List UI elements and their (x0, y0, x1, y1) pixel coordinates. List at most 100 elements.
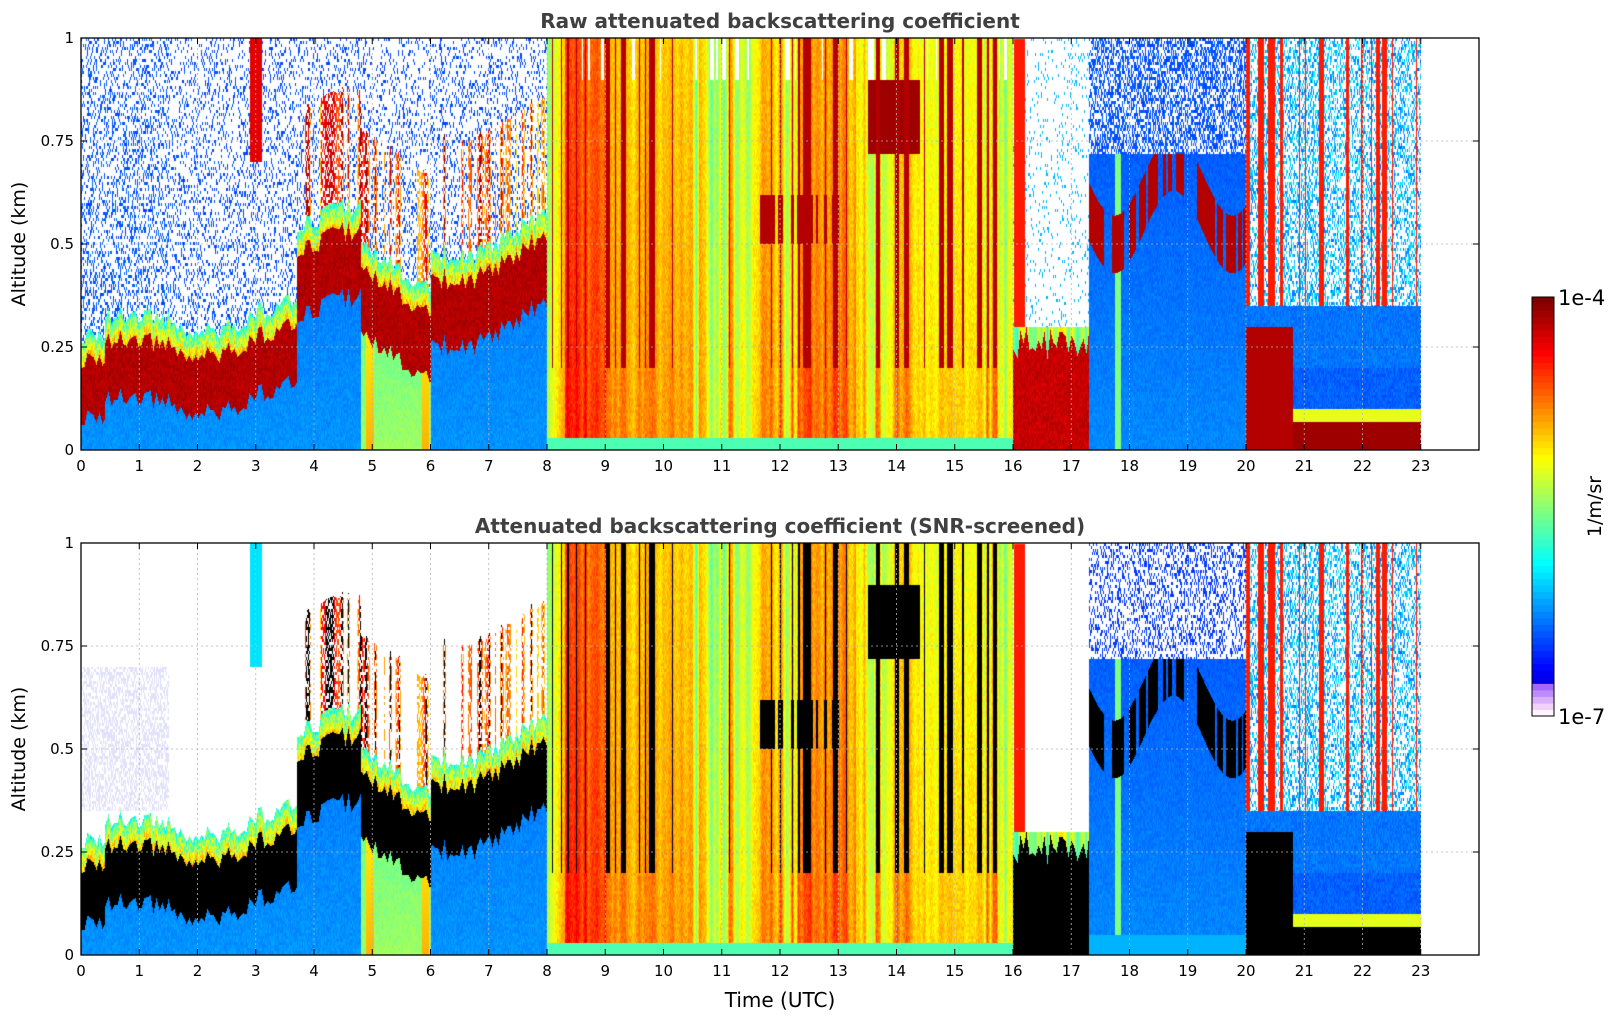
colorbar-swatch (1532, 552, 1554, 560)
x-tick-label: 8 (542, 962, 552, 980)
colorbar-swatch (1532, 526, 1554, 534)
colorbar-swatch (1532, 617, 1554, 625)
colorbar-swatch (1532, 355, 1554, 364)
colorbar-swatch (1532, 342, 1554, 350)
colorbar-swatch (1532, 395, 1554, 403)
x-tick-label: 9 (600, 962, 610, 980)
colorbar-swatch (1532, 480, 1554, 488)
colorbar-swatch (1532, 303, 1554, 311)
colorbar-swatch (1532, 598, 1554, 606)
x-tick-label: 19 (1178, 457, 1197, 475)
chart-title: Raw attenuated backscattering coefficien… (540, 9, 1020, 33)
panel-2: 0 1 2 3 4 5 6 7 8 9 10 11 12 13 14 15 16 17 18 19 20 21 22 2300… (8, 514, 1480, 1012)
y-tick-label: 0.25 (41, 843, 74, 861)
y-axis-label: Altitude (km) (8, 687, 30, 812)
colorbar-min-label: 1e-7 (1558, 705, 1605, 729)
colorbar-swatch (1532, 696, 1554, 704)
colorbar-swatch (1532, 336, 1554, 344)
x-tick-label: 0 (76, 457, 86, 475)
colorbar-swatch (1532, 421, 1554, 429)
colorbar-swatch (1532, 375, 1554, 383)
x-tick-label: 18 (1120, 457, 1139, 475)
colorbar-swatch (1532, 447, 1554, 455)
x-tick-label: 5 (367, 962, 377, 980)
colorbar-swatch (1532, 578, 1554, 586)
colorbar-swatch (1532, 689, 1554, 697)
x-tick-label: 16 (1003, 962, 1022, 980)
x-tick-label: 3 (251, 457, 261, 475)
y-tick-label: 0 (64, 946, 74, 964)
y-tick-label: 1 (64, 29, 74, 47)
colorbar-swatch (1532, 709, 1554, 717)
colorbar-swatch (1532, 408, 1554, 416)
colorbar-swatch (1532, 604, 1554, 612)
colorbar-swatch (1532, 630, 1554, 639)
colorbar-swatch (1532, 591, 1554, 599)
colorbar-swatch (1532, 637, 1554, 645)
x-tick-label: 4 (309, 457, 319, 475)
colorbar-swatch (1532, 702, 1554, 711)
x-tick-label: 11 (712, 457, 731, 475)
x-tick-label: 8 (542, 457, 552, 475)
x-tick-label: 12 (770, 457, 789, 475)
colorbar-swatch (1532, 624, 1554, 632)
colorbar-swatch (1532, 545, 1554, 553)
colorbar-swatch (1532, 513, 1554, 521)
colorbar-swatch (1532, 676, 1554, 684)
colorbar-swatch (1532, 362, 1554, 370)
x-tick-label: 16 (1003, 457, 1022, 475)
y-tick-label: 0.5 (50, 235, 74, 253)
colorbar-swatch (1532, 670, 1554, 678)
colorbar-swatch (1532, 349, 1554, 357)
colorbar-swatch (1532, 460, 1554, 468)
colorbar-swatch (1532, 297, 1554, 305)
colorbar-swatch (1532, 565, 1554, 573)
colorbar-swatch (1532, 558, 1554, 567)
colorbar-swatch (1532, 650, 1554, 658)
x-tick-label: 3 (251, 962, 261, 980)
x-tick-label: 1 (134, 457, 144, 475)
x-tick-label: 19 (1178, 962, 1197, 980)
colorbar-swatch (1532, 473, 1554, 481)
colorbar-swatch (1532, 382, 1554, 390)
y-tick-label: 1 (64, 534, 74, 552)
x-tick-label: 18 (1120, 962, 1139, 980)
x-tick-label: 17 (1062, 457, 1081, 475)
x-tick-label: 9 (600, 457, 610, 475)
x-tick-label: 1 (134, 962, 144, 980)
colorbar-swatch (1532, 427, 1554, 436)
x-tick-label: 21 (1295, 457, 1314, 475)
x-tick-label: 4 (309, 962, 319, 980)
panel-1: 0 1 2 3 4 5 6 7 8 9 10 11 12 13 14 15 16 17 18 19 20 21 22 2300… (8, 9, 1480, 475)
x-tick-label: 15 (945, 962, 964, 980)
colorbar-swatch (1532, 506, 1554, 514)
colorbar-swatch (1532, 683, 1554, 691)
x-tick-label: 14 (887, 962, 906, 980)
x-tick-label: 5 (367, 457, 377, 475)
colorbar-swatch (1532, 539, 1554, 547)
colorbar-swatch (1532, 467, 1554, 475)
y-tick-label: 0 (64, 441, 74, 459)
x-tick-label: 23 (1411, 962, 1430, 980)
colorbar-swatch (1532, 657, 1554, 665)
colorbar-swatch (1532, 414, 1554, 422)
colorbar-swatch (1532, 571, 1554, 580)
x-tick-label: 6 (426, 457, 436, 475)
colorbar-swatch (1532, 585, 1554, 593)
colorbar-swatch (1532, 519, 1554, 527)
colorbar-swatch (1532, 401, 1554, 409)
colorbar-label: 1/m/sr (1584, 476, 1606, 537)
colorbar-swatch (1532, 611, 1554, 619)
colorbar-swatch (1532, 499, 1554, 508)
y-tick-label: 0.5 (50, 740, 74, 758)
x-tick-label: 22 (1353, 457, 1372, 475)
y-tick-label: 0.75 (41, 637, 74, 655)
colorbar-swatch (1532, 369, 1554, 377)
colorbar-swatch (1532, 663, 1554, 671)
x-tick-label: 0 (76, 962, 86, 980)
x-tick-label: 20 (1236, 457, 1255, 475)
x-tick-label: 12 (770, 962, 789, 980)
colorbar-frame (1531, 296, 1555, 717)
x-tick-label: 15 (945, 457, 964, 475)
